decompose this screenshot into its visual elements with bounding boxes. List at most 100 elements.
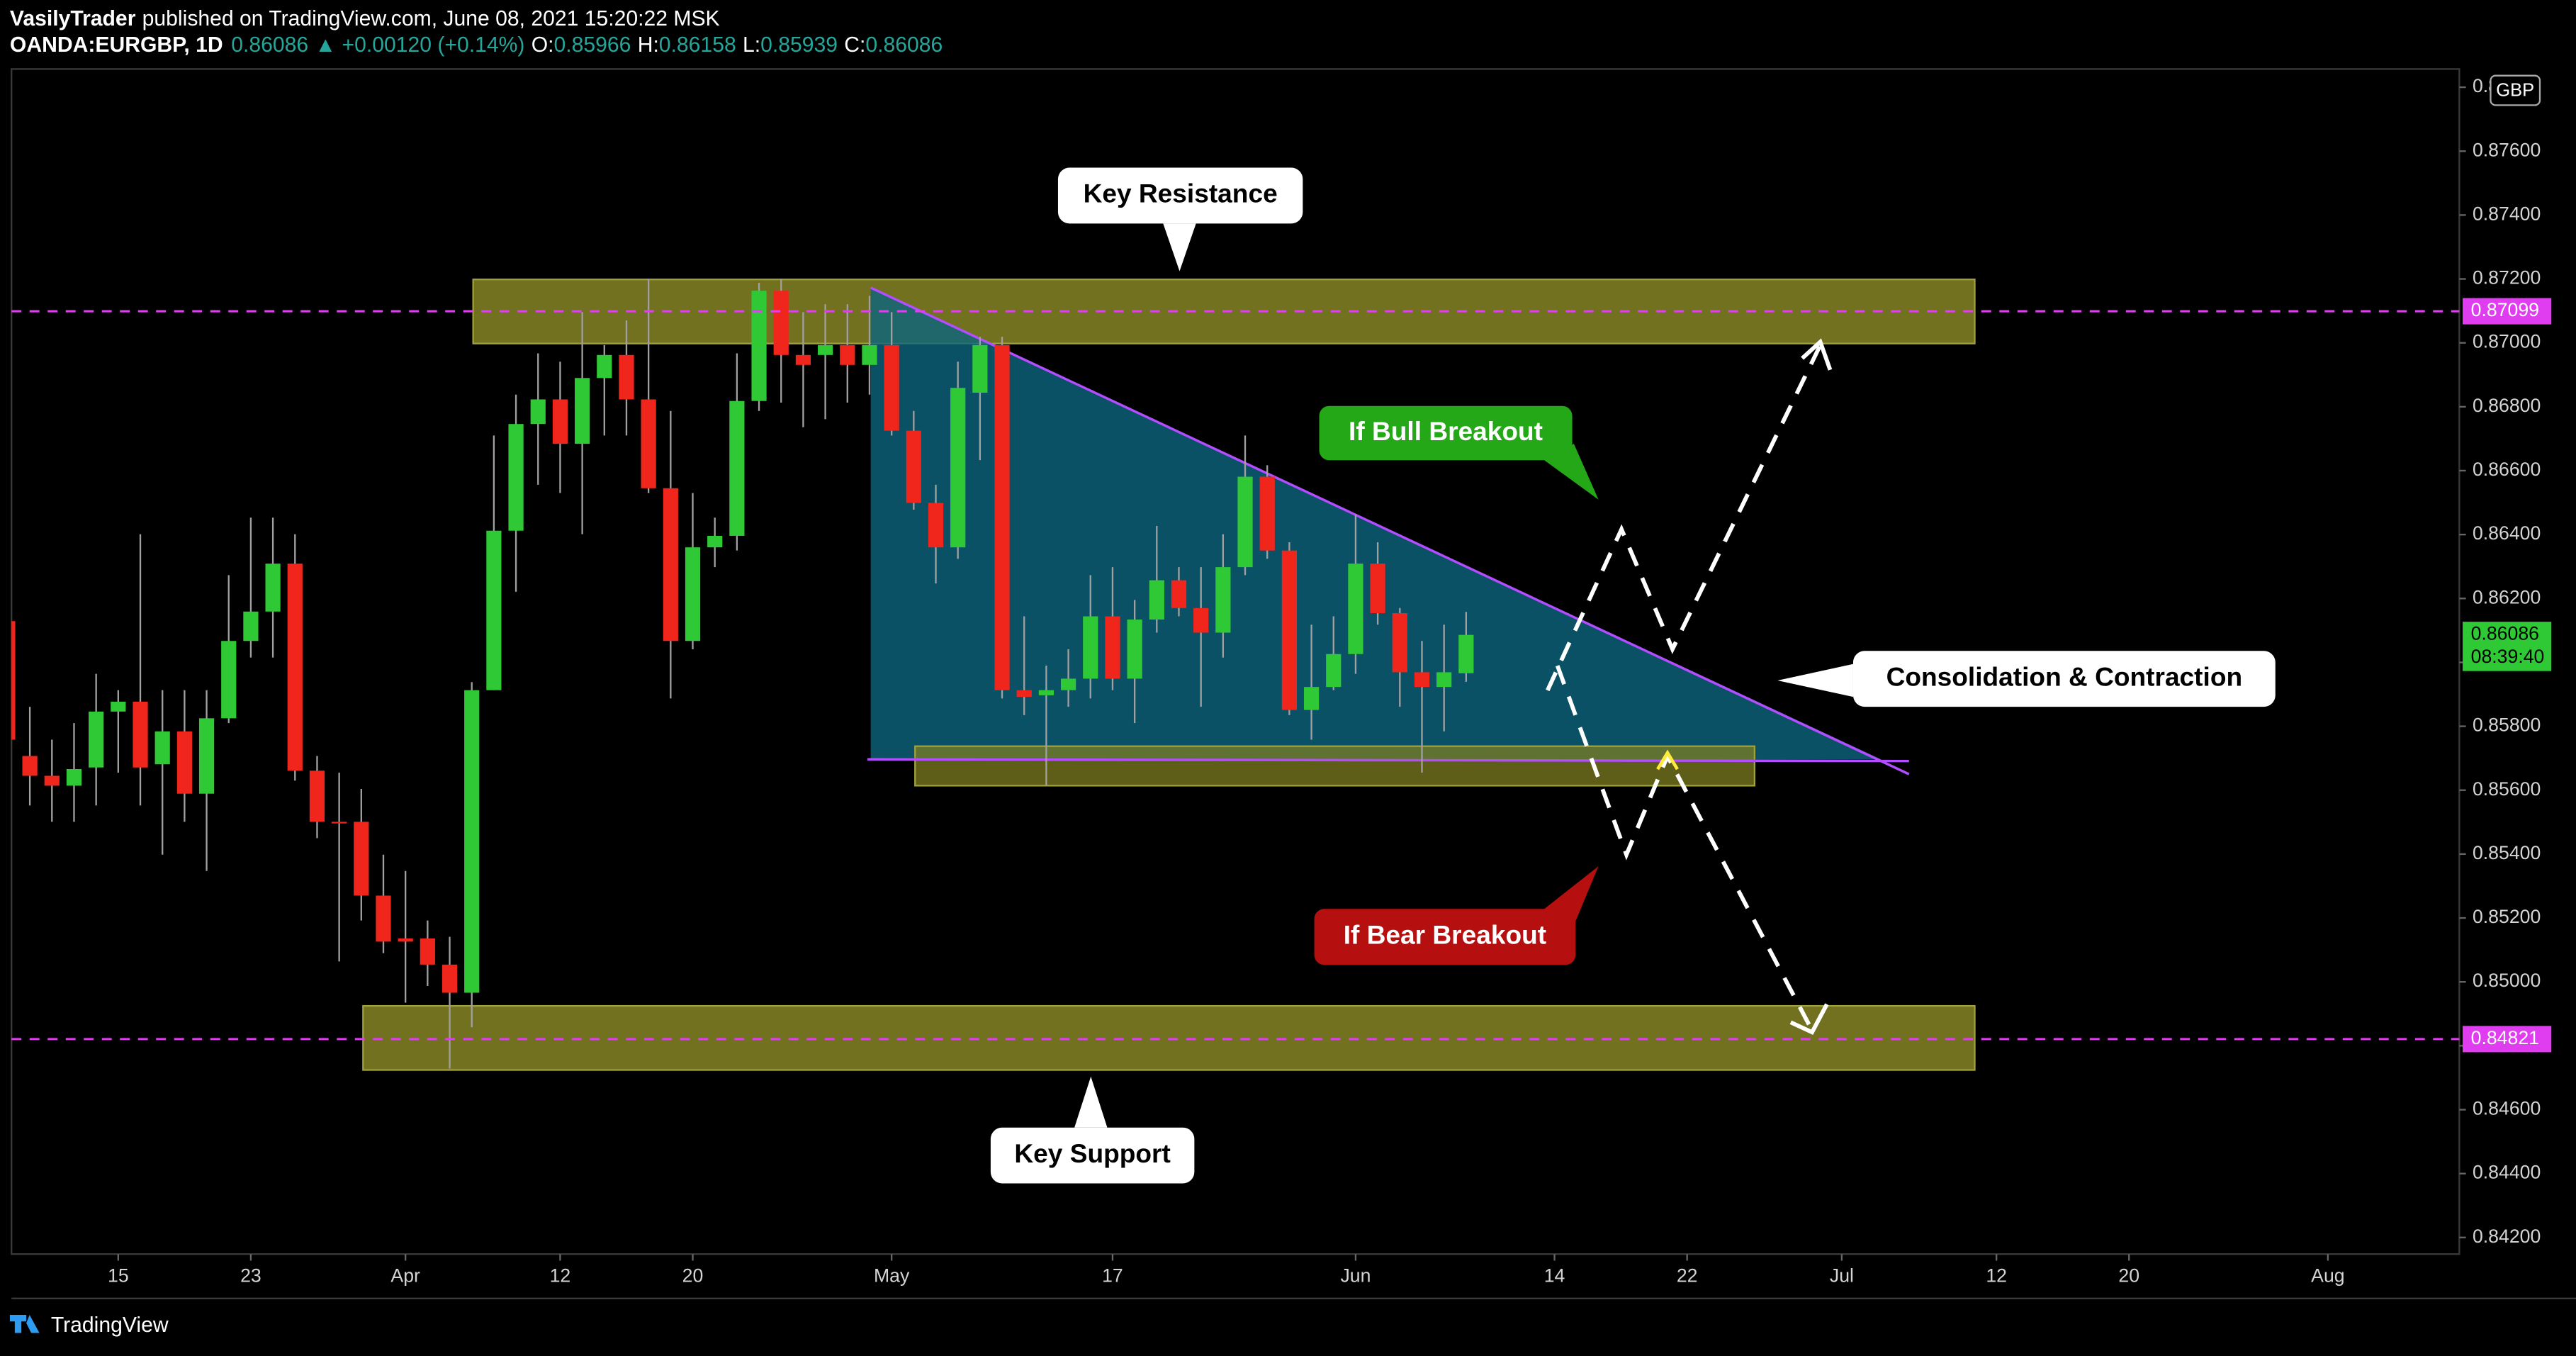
y-tick-label: 0.87000: [2473, 331, 2541, 352]
candle-body: [619, 354, 634, 400]
candle-body: [376, 895, 391, 942]
candle-body: [840, 344, 855, 365]
y-tick-label: 0.85400: [2473, 842, 2541, 863]
x-tick-label: 20: [2118, 1265, 2139, 1287]
candle-body: [89, 711, 104, 768]
ohlc-label: O:: [531, 33, 554, 57]
candle-body: [1083, 616, 1098, 679]
footer: TradingView: [51, 1313, 169, 1337]
published: published on TradingView.com, June 08, 2…: [142, 7, 720, 30]
callout: [1852, 651, 2276, 707]
axes: 0.842000.844000.846000.848000.850000.852…: [11, 75, 2552, 1287]
callout-text: Key Resistance: [1084, 179, 1278, 208]
x-tick-label: May: [874, 1265, 910, 1287]
candle-body: [154, 731, 170, 765]
candle-body: [950, 388, 966, 548]
y-tick-label: 0.85600: [2473, 778, 2541, 800]
callout-text: Consolidation & Contraction: [1886, 661, 2243, 691]
candle-body: [198, 718, 215, 794]
ohlc-label: L:: [743, 33, 760, 57]
price-label: 0.84821: [2471, 1027, 2539, 1048]
candle-body: [1303, 687, 1320, 710]
candle-body: [1171, 580, 1187, 608]
candle-body: [11, 621, 16, 740]
candle-body: [729, 400, 745, 536]
candle-body: [994, 344, 1010, 690]
candle-body: [1149, 580, 1164, 620]
candle-body: [707, 535, 723, 548]
candle-body: [1392, 613, 1407, 673]
candle-body: [1215, 567, 1231, 633]
y-tick-label: 0.84200: [2473, 1226, 2541, 1247]
callout: [1314, 909, 1576, 965]
candle-body: [575, 378, 590, 444]
y-tick-label: 0.86200: [2473, 586, 2541, 607]
candle-body: [441, 964, 458, 993]
bear-path: [1555, 665, 1813, 1029]
candle-body: [420, 938, 435, 965]
candle-body: [332, 822, 347, 824]
ohlc-value: 0.85939: [760, 33, 838, 57]
y-tick-label: 0.87400: [2473, 203, 2541, 224]
candle-body: [1458, 634, 1474, 673]
candle-body: [597, 354, 612, 379]
x-tick-label: 12: [550, 1265, 571, 1287]
callout-text: If Bear Breakout: [1344, 920, 1546, 950]
last-price: 0.86086: [2471, 623, 2539, 644]
currency: GBP: [2496, 80, 2534, 100]
x-tick-label: 15: [108, 1265, 129, 1287]
bull-path: [1546, 344, 1823, 692]
candle-body: [1281, 550, 1297, 710]
candle-body: [221, 641, 237, 719]
candle-body: [133, 701, 148, 768]
author: VasilyTrader: [10, 7, 136, 30]
x-tick-label: Aug: [2311, 1265, 2344, 1287]
candle-body: [906, 430, 921, 503]
x-tick-label: 17: [1102, 1265, 1123, 1287]
candle-body: [1060, 678, 1076, 690]
last-price-box: [2463, 622, 2552, 671]
y-tick-label: 0.85000: [2473, 970, 2541, 991]
base-zone: [914, 745, 1756, 787]
candle-body: [685, 547, 701, 641]
candle-body: [884, 344, 899, 431]
header-line: VasilyTrader published on TradingView.com…: [10, 7, 720, 30]
y-tick-label: 0.86600: [2473, 459, 2541, 480]
candle-body: [508, 424, 524, 531]
ohlc-value: 0.86158: [659, 33, 736, 57]
price-label-box: [2463, 1026, 2552, 1053]
x-tick-label: Apr: [390, 1265, 420, 1287]
x-tick-label: 23: [240, 1265, 261, 1287]
candle-body: [1436, 672, 1452, 688]
price-label-box: [2463, 298, 2552, 325]
candle-body: [1127, 620, 1142, 679]
candle-body: [862, 344, 877, 365]
callout-text: If Bull Breakout: [1349, 416, 1543, 446]
ohlc-label: H:: [638, 33, 659, 57]
y-tick-label: 0.85200: [2473, 906, 2541, 927]
symbol-line: OANDA:EURGBP, 1D 0.86086 ▲ +0.00120 (+0.14…: [10, 33, 943, 57]
y-tick-label: 0.86400: [2473, 522, 2541, 544]
y-tick-label: 0.84600: [2473, 1098, 2541, 1119]
x-tick-label: Jul: [1830, 1265, 1854, 1287]
candle-body: [486, 530, 502, 690]
candle-body: [1105, 616, 1120, 679]
callout-pointer: [1163, 223, 1196, 271]
candle-body: [928, 503, 944, 548]
x-tick-label: 22: [1677, 1265, 1698, 1287]
candle-body: [663, 488, 678, 641]
arrow-head: [1789, 1003, 1829, 1035]
x-tick-label: 20: [682, 1265, 704, 1287]
x-tick-label: 12: [1986, 1265, 2007, 1287]
candle-body: [1326, 654, 1342, 688]
candle-body: [243, 611, 259, 641]
candle-body: [22, 756, 38, 776]
callout: [990, 1127, 1195, 1184]
price-label: 0.87099: [2471, 299, 2539, 320]
last: 0.86086: [231, 33, 308, 57]
y-tick-label: 0.87200: [2473, 267, 2541, 288]
currency-badge: [2490, 74, 2541, 106]
ohlc-value: 0.86086: [865, 33, 943, 57]
logo-icon: [9, 1315, 40, 1333]
